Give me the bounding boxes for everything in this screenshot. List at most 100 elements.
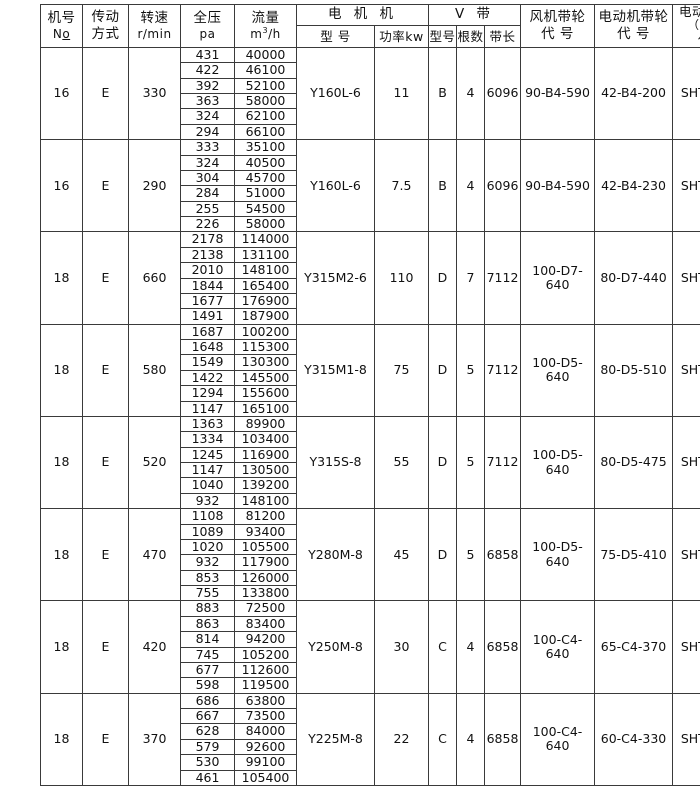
cell-total-pressure: 1687 (181, 324, 235, 339)
col-header-flow: 流量 m3/h (235, 5, 297, 48)
cell-total-pressure: 1422 (181, 370, 235, 385)
cell-flow: 187900 (235, 309, 297, 324)
block-cell-fan-pulley: 90-B4-590 (521, 140, 595, 232)
group-header-motor: 电 机 机 (297, 5, 429, 26)
cell-flow: 58000 (235, 217, 297, 232)
block-cell-fan-pulley: 100-D7-640 (521, 232, 595, 324)
cell-total-pressure: 530 (181, 755, 235, 770)
cell-total-pressure: 1363 (181, 416, 235, 431)
cell-total-pressure: 2010 (181, 263, 235, 278)
col-header-vbelt-count: 根数 (457, 26, 485, 47)
cell-flow: 54500 (235, 201, 297, 216)
col-header-vbelt-length: 带长 (485, 26, 521, 47)
cell-flow: 148100 (235, 493, 297, 508)
cell-total-pressure: 1108 (181, 509, 235, 524)
cell-flow: 63800 (235, 693, 297, 708)
block-cell-motor-model: Y315S-8 (297, 416, 375, 508)
cell-total-pressure: 1245 (181, 447, 235, 462)
cell-flow: 131100 (235, 247, 297, 262)
cell-total-pressure: 1020 (181, 539, 235, 554)
block-cell-vbelt-length: 6858 (485, 601, 521, 693)
cell-flow: 58000 (235, 94, 297, 109)
block-cell-motor-power: 30 (375, 601, 429, 693)
cell-total-pressure: 392 (181, 78, 235, 93)
block-cell-fan-pulley: 100-C4-640 (521, 693, 595, 785)
block-cell-machine-no: 18 (41, 601, 83, 693)
block-cell-vbelt-type: B (429, 47, 457, 139)
cell-flow: 112600 (235, 662, 297, 677)
block-cell-fan-pulley: 100-C4-640 (521, 601, 595, 693)
cell-total-pressure: 1147 (181, 401, 235, 416)
block-cell-machine-no: 18 (41, 324, 83, 416)
block-cell-motor-model: Y160L-6 (297, 47, 375, 139)
fan-spec-table: 机号 No 传动 方式 转速 r/min 全压 pa 流量 m3/h (40, 4, 700, 786)
cell-total-pressure: 1089 (181, 524, 235, 539)
col-header-fan-pulley: 风机带轮 代 号 (521, 5, 595, 48)
cell-total-pressure: 579 (181, 739, 235, 754)
col-header-drive-type: 传动 方式 (83, 5, 129, 48)
block-cell-motor-pulley: 75-D5-410 (595, 509, 673, 601)
cell-total-pressure: 883 (181, 601, 235, 616)
block-cell-machine-no: 16 (41, 47, 83, 139)
cell-total-pressure: 1294 (181, 386, 235, 401)
cell-total-pressure: 333 (181, 140, 235, 155)
cell-total-pressure: 814 (181, 632, 235, 647)
cell-total-pressure: 1549 (181, 355, 235, 370)
block-cell-drive-type: E (83, 416, 129, 508)
block-cell-motor-rail: SHT542-5 (673, 232, 700, 324)
block-cell-machine-no: 18 (41, 509, 83, 601)
cell-flow: 155600 (235, 386, 297, 401)
block-cell-fan-pulley: 90-B4-590 (521, 47, 595, 139)
block-cell-vbelt-count: 7 (457, 232, 485, 324)
cell-flow: 93400 (235, 524, 297, 539)
block-cell-motor-power: 75 (375, 324, 429, 416)
block-cell-vbelt-type: C (429, 693, 457, 785)
block-cell-motor-model: Y225M-8 (297, 693, 375, 785)
cell-flow: 40500 (235, 155, 297, 170)
block-cell-motor-power: 45 (375, 509, 429, 601)
block-cell-motor-model: Y250M-8 (297, 601, 375, 693)
cell-total-pressure: 461 (181, 770, 235, 785)
block-cell-drive-type: E (83, 509, 129, 601)
block-cell-vbelt-count: 5 (457, 509, 485, 601)
block-cell-motor-pulley: 42-B4-230 (595, 140, 673, 232)
block-cell-motor-rail: SHT542-2 (673, 47, 700, 139)
block-cell-fan-pulley: 100-D5-640 (521, 509, 595, 601)
cell-flow: 126000 (235, 570, 297, 585)
col-header-vbelt-type: 型号 (429, 26, 457, 47)
cell-total-pressure: 628 (181, 724, 235, 739)
block-cell-machine-no: 16 (41, 140, 83, 232)
block-cell-motor-power: 7.5 (375, 140, 429, 232)
cell-flow: 94200 (235, 632, 297, 647)
block-cell-vbelt-count: 5 (457, 324, 485, 416)
block-cell-motor-rail: SHT542-2 (673, 140, 700, 232)
cell-flow: 105200 (235, 647, 297, 662)
block-cell-motor-model: Y315M1-8 (297, 324, 375, 416)
cell-flow: 73500 (235, 709, 297, 724)
block-cell-motor-pulley: 65-C4-370 (595, 601, 673, 693)
block-cell-motor-rail: SHT542-5 (673, 416, 700, 508)
block-cell-speed: 290 (129, 140, 181, 232)
block-cell-vbelt-type: D (429, 324, 457, 416)
block-cell-speed: 520 (129, 416, 181, 508)
cell-flow: 117900 (235, 555, 297, 570)
cell-flow: 133800 (235, 586, 297, 601)
cell-flow: 81200 (235, 509, 297, 524)
block-cell-drive-type: E (83, 324, 129, 416)
block-cell-motor-model: Y315M2-6 (297, 232, 375, 324)
cell-flow: 115300 (235, 340, 297, 355)
cell-flow: 40000 (235, 47, 297, 62)
cell-flow: 99100 (235, 755, 297, 770)
block-cell-fan-pulley: 100-D5-640 (521, 416, 595, 508)
block-cell-vbelt-length: 7112 (485, 324, 521, 416)
cell-flow: 66100 (235, 124, 297, 139)
block-cell-motor-rail: SHT542-4 (673, 601, 700, 693)
col-header-speed: 转速 r/min (129, 5, 181, 48)
block-cell-motor-rail: SHT542-4 (673, 509, 700, 601)
block-cell-vbelt-type: D (429, 416, 457, 508)
cell-flow: 84000 (235, 724, 297, 739)
cell-flow: 52100 (235, 78, 297, 93)
cell-flow: 116900 (235, 447, 297, 462)
